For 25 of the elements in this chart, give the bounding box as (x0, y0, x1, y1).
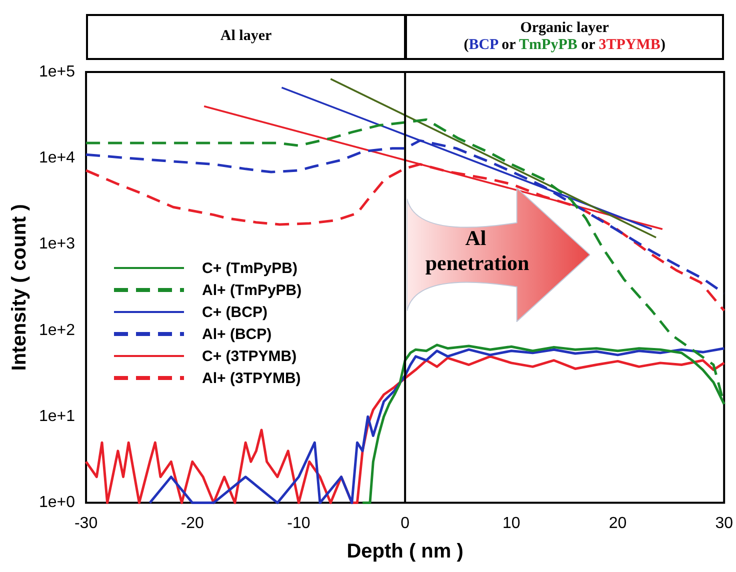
legend-label: C+ (TmPyPB) (202, 260, 298, 277)
legend-label: Al+ (3TPYMB) (202, 370, 301, 387)
legend-label: Al+ (BCP) (202, 326, 272, 343)
text: Al layer (86, 14, 406, 60)
y-tick-label: 1e+2 (38, 322, 76, 339)
x-tick-label: 30 (715, 514, 734, 532)
legend-label: C+ (BCP) (202, 304, 268, 321)
legend-label: C+ (3TPYMB) (202, 348, 297, 365)
x-axis-title: Depth ( nm ) (346, 540, 464, 563)
y-tick-label: 1e+0 (38, 494, 76, 512)
x-tick-label: -10 (287, 514, 310, 532)
y-tick-label: 1e+3 (38, 236, 76, 253)
y-axis-title: Intensity ( count ) (8, 204, 31, 371)
x-tick-label: -20 (180, 514, 204, 532)
x-tick-label: -30 (74, 514, 98, 532)
x-tick-label: 0 (400, 514, 410, 532)
annotation: Al penetration (425, 226, 530, 276)
y-tick-label: 1e+4 (38, 150, 76, 167)
x-tick-label: 10 (502, 514, 520, 532)
legend-label: Al+ (TmPyPB) (202, 282, 302, 299)
x-tick-label: 20 (608, 514, 627, 532)
text: Organic layer (519, 20, 610, 37)
text: (BCP or TmPyPB or 3TPYMB) (464, 37, 666, 53)
y-tick-label: 1e+5 (38, 63, 76, 80)
y-tick-label: 1e+1 (38, 408, 76, 426)
